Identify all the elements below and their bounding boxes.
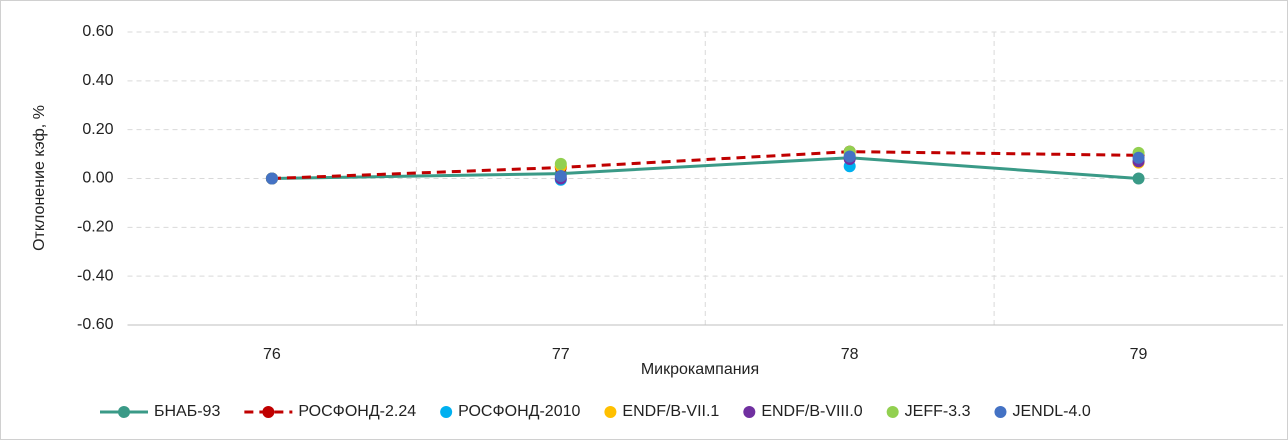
series-line [271,150,1139,180]
legend-marker [994,406,1007,418]
x-tick-label: 77 [552,346,570,363]
series-marker [1132,172,1145,185]
series-marker [554,170,567,183]
series-line [271,156,1139,180]
y-axis-title: Отклонение кэф, % [31,105,48,251]
legend-label: РОСФОНД-2010 [458,403,580,420]
series-marker [1132,151,1145,164]
y-tick-label: -0.60 [77,316,114,333]
legend-label: РОСФОНД-2.24 [298,403,416,420]
legend-marker [118,406,130,418]
legend-marker [743,406,756,418]
series-marker [843,150,856,163]
series-marker [554,157,567,170]
legend-label: JEFF-3.3 [905,403,971,420]
series-marker [265,172,278,185]
y-tick-label: -0.20 [77,219,114,236]
legend-marker [262,406,275,418]
legend-label: БНАБ-93 [154,403,220,420]
y-tick-label: -0.40 [77,267,114,284]
x-axis-title: Микрокампания [641,361,759,378]
legend-marker [440,406,453,418]
legend-label: ENDF/B-VII.1 [622,403,719,420]
legend-label: JENDL-4.0 [1012,403,1090,420]
x-tick-label: 76 [263,346,281,363]
x-tick-label: 79 [1130,346,1148,363]
y-tick-label: 0.60 [82,23,113,40]
legend-marker [886,406,899,418]
y-tick-label: 0.40 [82,72,113,89]
x-tick-label: 78 [841,346,859,363]
y-tick-label: 0.00 [82,170,113,187]
y-tick-label: 0.20 [82,121,113,138]
legend-label: ENDF/B-VIII.0 [761,403,862,420]
legend-marker [604,406,617,418]
